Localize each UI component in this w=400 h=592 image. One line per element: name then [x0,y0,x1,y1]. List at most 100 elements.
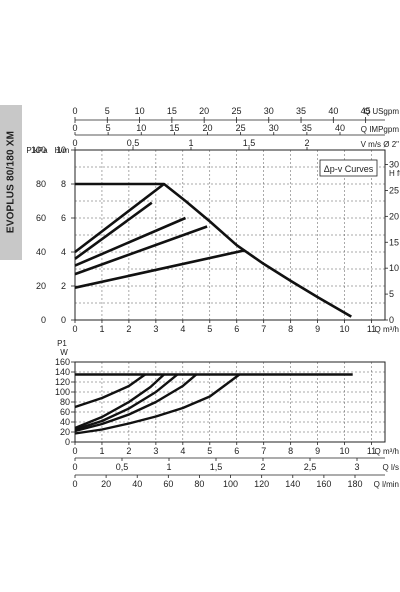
tick-label-flow-bottom: 6 [234,446,239,456]
tick-label-head-m: 2 [61,281,66,291]
tick-label-usgpm: 40 [328,106,338,116]
axis-label-power-p1: P1 [57,339,67,348]
tick-label-power: 0 [65,437,70,447]
axis-label-head-ft: H ft [389,169,400,178]
tick-label-impgpm: 25 [236,123,246,133]
tick-label-impgpm: 30 [269,123,279,133]
axis-label-impgpm: Q IMPgpm [361,125,400,134]
head-curve-6 [74,249,246,289]
tick-label-flow-top: 5 [207,324,212,334]
tick-label-usgpm: 35 [296,106,306,116]
power-curve-4 [74,373,179,431]
tick-label-flow-top: 1 [99,324,104,334]
tick-label-flow-bottom: 2 [126,446,131,456]
tick-label-flow-bottom: 9 [315,446,320,456]
axis-label-power-w: W [60,348,68,357]
annotation-text: Δp-v Curves [324,164,374,174]
tick-label-flow-top: 3 [153,324,158,334]
tick-label-usgpm: 30 [264,106,274,116]
power-curve-6 [74,373,241,435]
tick-label-head-ft: 30 [389,160,399,170]
tick-label-flow-bottom: 10 [340,446,350,456]
tick-label-pressure-kpa: 40 [36,247,46,257]
tick-label-usgpm: 45 [361,106,371,116]
tick-label-lmin: 120 [254,479,269,489]
head-curve-1 [75,182,352,318]
tick-label-ls: 2 [260,462,265,472]
tick-label-ls: 0,5 [116,462,129,472]
axis-label-ls: Q l/s [383,463,399,472]
tick-label-lmin: 160 [316,479,331,489]
tick-label-velocity: 1 [188,138,193,148]
tick-label-power: 100 [55,387,70,397]
head-curve-2 [74,182,165,254]
tick-label-flow-bottom: 1 [99,446,104,456]
tick-label-power: 140 [55,367,70,377]
tick-label-impgpm: 40 [335,123,345,133]
tick-label-pressure-kpa: 20 [36,281,46,291]
tick-label-velocity: 0,5 [127,138,140,148]
tick-label-head-m: 4 [61,247,66,257]
axis-label-velocity: V m/s Ø 2" [361,140,400,149]
tick-label-flow-top: 8 [288,324,293,334]
tick-label-flow-bottom: 5 [207,446,212,456]
tick-label-flow-top: 10 [340,324,350,334]
tick-label-pressure-kpa: 60 [36,213,46,223]
tick-label-lmin: 180 [347,479,362,489]
tick-label-power: 120 [55,377,70,387]
axis-label-flow-bottom: Q m³/h [375,447,399,456]
axis-label-pressure-kpa: P kPa [26,146,48,155]
power-curve-3 [74,373,165,430]
tick-label-ls: 3 [354,462,359,472]
tick-label-ls: 1 [166,462,171,472]
tick-label-head-ft: 10 [389,263,399,273]
tick-label-lmin: 60 [163,479,173,489]
tick-label-lmin: 140 [285,479,300,489]
tick-label-head-ft: 20 [389,211,399,221]
power-curve-2 [74,373,146,409]
tick-label-usgpm: 0 [72,106,77,116]
tick-label-lmin: 40 [132,479,142,489]
side-tab [0,105,22,260]
tick-label-ls: 2,5 [304,462,317,472]
tick-label-ls: 1,5 [210,462,223,472]
head-curve-3 [74,201,153,260]
tick-label-pressure-kpa: 0 [41,315,46,325]
tick-label-impgpm: 35 [302,123,312,133]
head-curve-4 [74,216,187,267]
tick-label-flow-top: 0 [72,324,77,334]
tick-label-lmin: 0 [72,479,77,489]
tick-label-flow-bottom: 11 [367,446,376,456]
axis-label-head-m: H/m [55,146,70,155]
tick-label-flow-top: 7 [261,324,266,334]
axis-label-usgpm: Q USgpm [364,107,399,116]
tick-label-flow-top: 11 [367,324,376,334]
tick-label-usgpm: 15 [167,106,177,116]
tick-label-flow-bottom: 0 [72,446,77,456]
tick-label-flow-bottom: 7 [261,446,266,456]
tick-label-flow-bottom: 3 [153,446,158,456]
annotation-box [319,159,378,177]
tick-label-usgpm: 20 [199,106,209,116]
tick-label-flow-top: 2 [126,324,131,334]
tick-label-flow-top: 4 [180,324,185,334]
tick-label-power: 60 [60,407,70,417]
head-curve-5 [74,225,208,276]
tick-label-flow-bottom: 8 [288,446,293,456]
tick-label-lmin: 20 [101,479,111,489]
tick-label-head-ft: 25 [389,185,399,195]
tick-label-flow-bottom: 4 [180,446,185,456]
tick-label-velocity: 2 [304,138,309,148]
tick-label-flow-top: 6 [234,324,239,334]
tick-label-pressure-kpa: 100 [31,145,46,155]
tick-label-head-ft: 0 [389,315,394,325]
tick-label-ls: 0 [72,462,77,472]
tick-label-usgpm: 25 [231,106,241,116]
tick-label-head-ft: 5 [389,289,394,299]
power-curve-5 [74,373,198,433]
tick-label-velocity: 0 [72,138,77,148]
tick-label-lmin: 80 [194,479,204,489]
axis-label-lmin: Q l/min [374,480,399,489]
tick-label-head-m: 6 [61,213,66,223]
